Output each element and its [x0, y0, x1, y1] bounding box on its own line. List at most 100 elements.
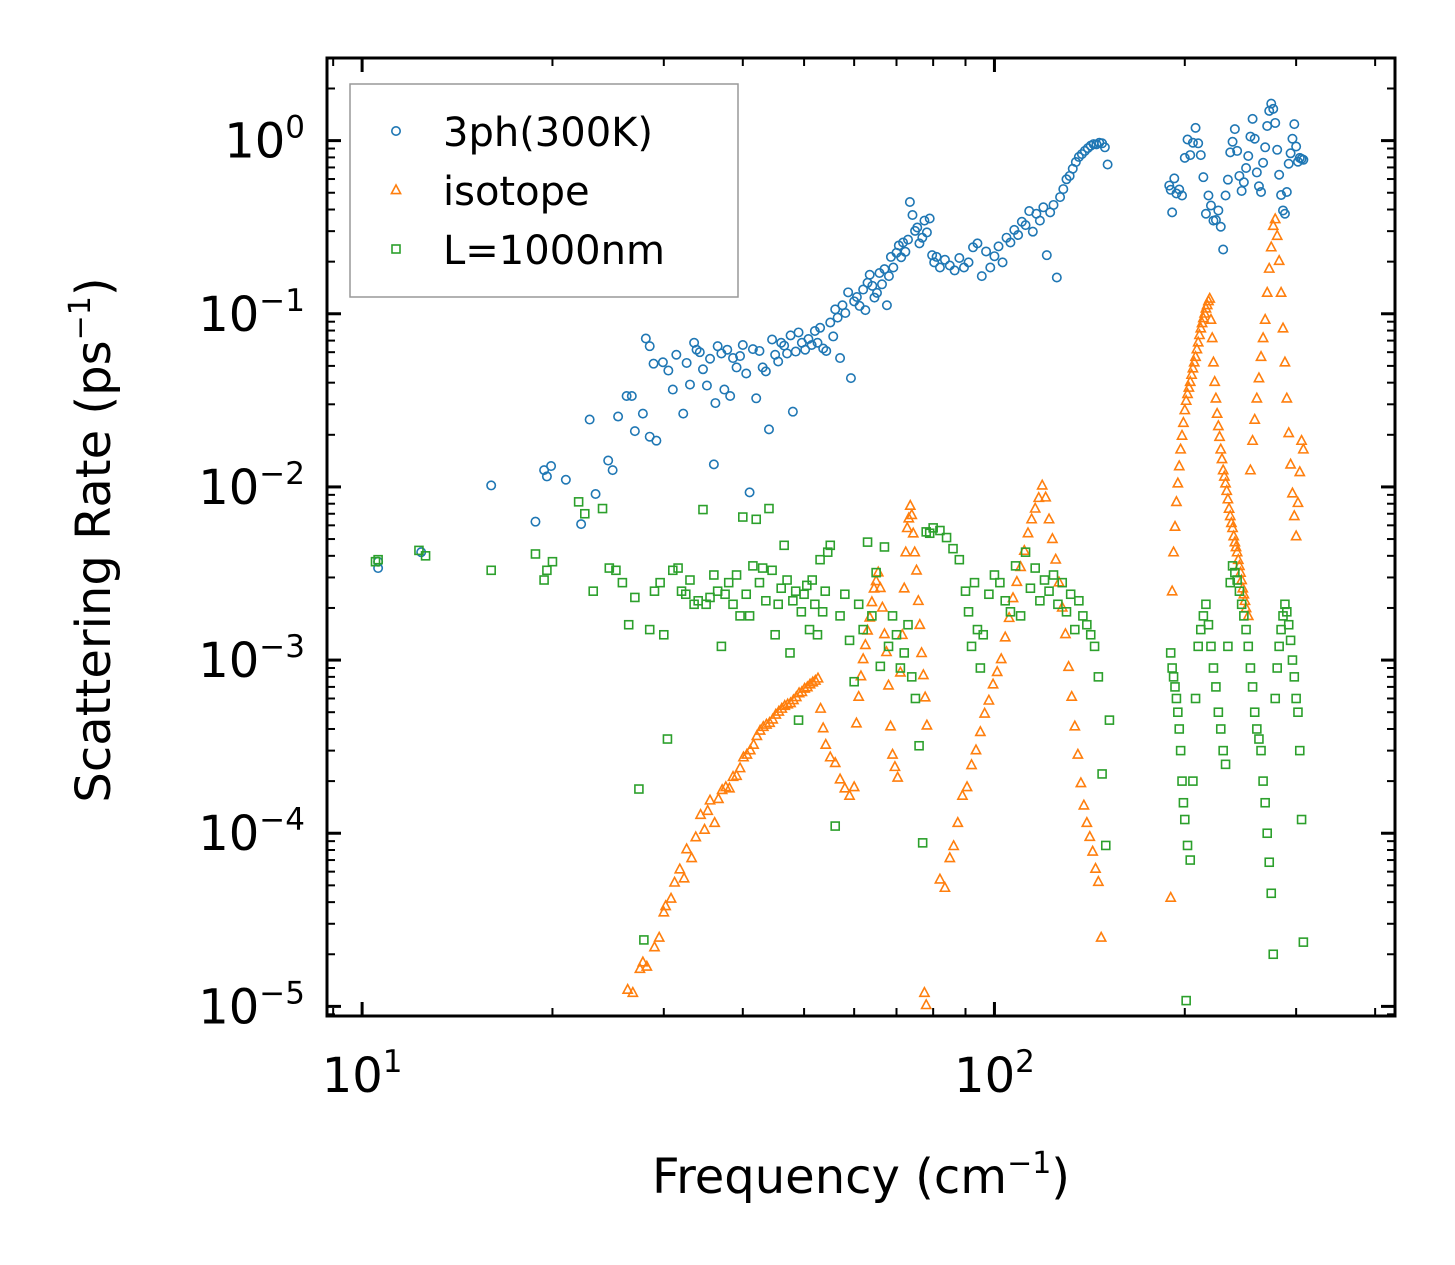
data-point: [845, 373, 856, 384]
data-point: [859, 638, 872, 650]
data-point: [668, 875, 681, 887]
data-point: [1071, 747, 1084, 759]
data-point: [1294, 745, 1305, 756]
data-point: [1291, 693, 1301, 704]
data-point: [1000, 595, 1011, 606]
data-point: [744, 611, 755, 621]
data-point: [1171, 476, 1184, 488]
data-point: [1200, 208, 1211, 219]
data-point: [667, 384, 678, 395]
data-point: [840, 589, 850, 600]
data-point: [1236, 185, 1247, 196]
data-point: [796, 607, 807, 617]
data-point: [694, 347, 705, 358]
data-point: [939, 254, 950, 265]
data-point: [972, 624, 983, 635]
y-tick-label: 10−2: [198, 456, 305, 516]
data-point: [1203, 291, 1216, 303]
data-point: [1168, 672, 1179, 682]
data-point: [1070, 624, 1080, 635]
data-point: [767, 565, 777, 576]
data-point: [1003, 611, 1016, 623]
data-point: [821, 345, 832, 356]
data-point: [976, 271, 987, 282]
data-point: [1089, 861, 1102, 873]
data-point: [651, 435, 662, 446]
data-point: [1203, 619, 1214, 630]
data-point: [787, 406, 798, 417]
data-point: [1279, 208, 1290, 219]
data-point: [928, 523, 938, 533]
data-point: [1048, 199, 1059, 210]
data-point: [1174, 442, 1187, 454]
data-point: [1059, 627, 1072, 639]
data-point: [920, 998, 933, 1010]
data-point: [956, 788, 969, 800]
data-point: [824, 750, 837, 762]
data-point: [1223, 641, 1233, 652]
data-point: [1267, 219, 1280, 231]
data-point: [1193, 641, 1203, 652]
data-point: [1051, 272, 1062, 283]
data-point: [887, 611, 898, 621]
data-point: [904, 197, 915, 208]
data-point: [1175, 745, 1186, 756]
data-point: [737, 340, 748, 351]
data-point: [623, 619, 634, 630]
data-point: [530, 516, 541, 527]
data-point: [1014, 560, 1027, 572]
data-point: [1293, 465, 1306, 477]
data-point: [1077, 798, 1090, 810]
data-point: [486, 565, 496, 576]
data-point: [931, 251, 942, 262]
data-point: [901, 521, 914, 533]
data-point: [910, 693, 921, 704]
data-point: [754, 345, 765, 356]
data-point: [704, 793, 716, 805]
data-point: [1260, 142, 1271, 153]
data-point: [584, 414, 595, 425]
data-point: [954, 554, 965, 565]
data-point: [810, 599, 820, 610]
data-point: [1041, 250, 1052, 261]
data-point: [637, 408, 648, 419]
data-point: [1177, 776, 1187, 786]
data-point: [1213, 707, 1224, 718]
data-point: [913, 618, 926, 630]
data-point: [580, 508, 590, 519]
data-point: [1020, 547, 1031, 557]
data-point: [1177, 415, 1190, 428]
data-point: [640, 333, 651, 344]
data-point: [1205, 312, 1217, 325]
data-point: [787, 693, 800, 705]
data-point: [1248, 412, 1261, 424]
data-point: [1074, 776, 1087, 788]
data-point: [633, 962, 646, 974]
data-point: [825, 540, 836, 551]
data-point: [999, 630, 1012, 642]
data-point: [904, 498, 917, 511]
data-point: [680, 589, 691, 600]
data-point: [908, 545, 921, 557]
data-point: [731, 362, 742, 373]
data-point: [825, 317, 836, 328]
data-point: [1241, 624, 1251, 635]
data-point: [735, 351, 746, 362]
data-point: [1179, 152, 1190, 163]
data-point: [898, 237, 909, 248]
data-point: [1068, 719, 1081, 731]
data-point: [763, 715, 776, 728]
data-point: [1013, 230, 1024, 241]
data-point: [530, 549, 541, 559]
data-point: [607, 465, 618, 476]
data-point: [640, 959, 653, 971]
data-point: [1245, 663, 1256, 673]
data-point: [539, 575, 549, 585]
data-point: [981, 246, 992, 257]
data-point: [698, 822, 711, 834]
data-point: [835, 611, 845, 621]
data-point: [728, 599, 738, 610]
data-point: [812, 337, 823, 348]
y-tick-label: 10−3: [198, 629, 305, 689]
